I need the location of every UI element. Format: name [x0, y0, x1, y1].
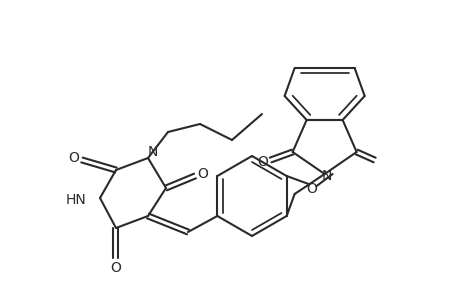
- Text: O: O: [257, 155, 268, 169]
- Text: O: O: [197, 167, 208, 181]
- Text: O: O: [68, 151, 79, 165]
- Text: HN: HN: [65, 193, 86, 207]
- Text: N: N: [147, 145, 158, 159]
- Text: O: O: [110, 261, 121, 275]
- Text: O: O: [306, 182, 316, 196]
- Text: N: N: [321, 169, 331, 183]
